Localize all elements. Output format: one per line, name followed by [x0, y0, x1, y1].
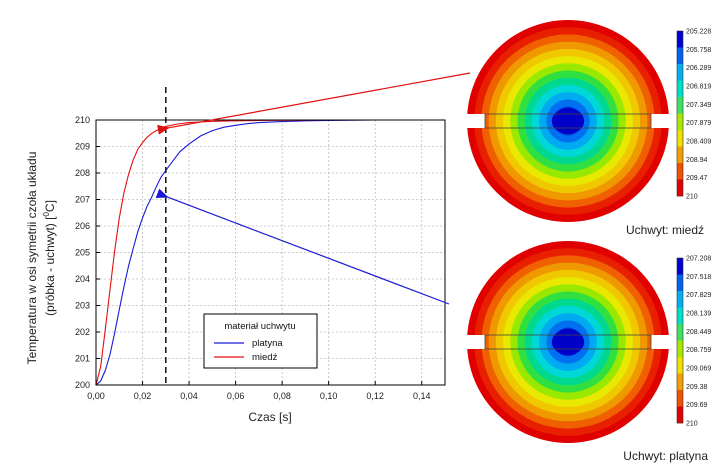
- x-tick-label: 0,08: [273, 391, 291, 401]
- legend-label-platyna: platyna: [252, 338, 283, 349]
- temperature-colormaps: 205.228 205.758 206.289 206.819 207.349 207.8…: [463, 20, 711, 463]
- colorbar-tick-label: 209.69: [686, 402, 708, 409]
- slot-right: [651, 335, 673, 349]
- sample-outline: [484, 334, 652, 350]
- colorbar-step: [677, 80, 683, 98]
- colorbar-step: [677, 31, 683, 48]
- colorbar-step: [677, 274, 683, 292]
- colorbar-tick-label: 206.819: [686, 84, 711, 91]
- colorbar-step: [677, 324, 683, 341]
- colorbar-tick-label: 207.829: [686, 292, 711, 299]
- series-layer: [96, 120, 445, 385]
- colorbar-step: [677, 406, 683, 424]
- colorbar-step: [677, 373, 683, 391]
- isotherm-core: [551, 107, 585, 135]
- colorbar-tick-label: 206.289: [686, 65, 711, 72]
- colorbar-frame: [676, 30, 684, 197]
- x-tick-label: 0,14: [413, 391, 431, 401]
- temperature-line-chart: 0,00 0,02 0,04 0,06 0,08 0,10 0,12 0,14 2002012…: [25, 87, 446, 424]
- x-axis-ticks: 0,00 0,02 0,04 0,06 0,08 0,10 0,12 0,14: [87, 381, 430, 401]
- y-tick-label: 207: [75, 195, 90, 205]
- colorbar-platyna: 207.208 207.518 207.829 208.139 208.449 208.7…: [676, 256, 711, 428]
- caption-miedz: Uchwyt: miedź: [626, 223, 704, 237]
- y-axis-ticks: 200 201 202 203 204 205 206 207 208 209 210: [75, 115, 100, 390]
- y-axis-label-line2-prefix: (próbka - uchwyt) [: [43, 216, 57, 316]
- colormap-platyna: [463, 241, 673, 443]
- arrow-miedz-pointer: [157, 72, 471, 135]
- colorbar-step: [677, 163, 683, 180]
- colorbar-tick-label: 205.758: [686, 47, 711, 54]
- colorbar-step: [677, 47, 683, 65]
- series-line-miedz: [96, 120, 329, 385]
- slot-left: [463, 335, 485, 349]
- colorbar-tick-label: 208.139: [686, 311, 711, 318]
- colorbar-tick-label: 210: [686, 194, 698, 201]
- y-tick-label: 208: [75, 168, 90, 178]
- x-tick-label: 0,02: [134, 391, 152, 401]
- slot-left: [463, 114, 485, 128]
- y-tick-label: 210: [75, 115, 90, 125]
- arrow-platyna-pointer: [155, 188, 450, 305]
- colorbar-miedz: 205.228 205.758 206.289 206.819 207.349 207.8…: [676, 29, 711, 201]
- y-tick-label: 205: [75, 248, 90, 258]
- colorbar-step: [677, 97, 683, 114]
- colorbar-step: [677, 130, 683, 147]
- colorbar-tick-label: 207.518: [686, 274, 711, 281]
- x-tick-label: 0,06: [227, 391, 245, 401]
- colorbar-tick-label: 208.759: [686, 347, 711, 354]
- x-tick-label: 0,10: [320, 391, 338, 401]
- y-axis-label-line1: Temperatura w osi symetrii czoła układu: [25, 152, 39, 365]
- series-line-platyna: [96, 120, 445, 385]
- y-tick-label: 209: [75, 142, 90, 152]
- y-tick-label: 202: [75, 327, 90, 337]
- colormap-miedz: [463, 20, 673, 222]
- y-axis-unit-superscript: 0: [42, 212, 51, 217]
- colorbar-tick-label: 207.879: [686, 120, 711, 127]
- colorbar-step: [677, 291, 683, 308]
- colorbar-step: [677, 64, 683, 81]
- slot-right: [651, 114, 673, 128]
- y-tick-label: 201: [75, 354, 90, 364]
- grid: [96, 120, 445, 385]
- colorbar-step: [677, 113, 683, 131]
- legend-title: materiał uchwytu: [224, 321, 295, 332]
- colorbar-tick-label: 209.47: [686, 175, 708, 182]
- legend: materiał uchwytu platyna miedź: [203, 313, 318, 369]
- x-tick-label: 0,12: [366, 391, 384, 401]
- colorbar-tick-label: 205.228: [686, 29, 711, 36]
- colorbar-step: [677, 307, 683, 325]
- colorbar-step: [677, 390, 683, 407]
- legend-label-miedz: miedź: [252, 352, 278, 363]
- colorbar-tick-label: 207.349: [686, 102, 711, 109]
- x-tick-label: 0,04: [180, 391, 198, 401]
- y-tick-label: 203: [75, 301, 90, 311]
- pointer-arrows: [155, 72, 471, 305]
- colorbar-tick-label: 209.38: [686, 384, 708, 391]
- colorbar-step: [677, 146, 683, 164]
- colorbar-step: [677, 258, 683, 275]
- colorbar-tick-label: 207.208: [686, 256, 711, 263]
- caption-platyna: Uchwyt: platyna: [623, 449, 708, 463]
- colorbar-tick-label: 210: [686, 421, 698, 428]
- colorbar-step: [677, 179, 683, 197]
- y-axis-label-line2: (próbka - uchwyt) [0C]: [42, 200, 57, 316]
- y-tick-label: 204: [75, 274, 90, 284]
- colorbar-step: [677, 357, 683, 374]
- colorbar-tick-label: 208.449: [686, 329, 711, 336]
- isotherm-core: [551, 328, 585, 356]
- x-tick-label: 0,00: [87, 391, 105, 401]
- colorbar-frame: [676, 257, 684, 424]
- y-tick-label: 200: [75, 380, 90, 390]
- colorbar-step: [677, 340, 683, 358]
- colorbar-tick-label: 208.409: [686, 139, 711, 146]
- colorbar-tick-label: 208.94: [686, 157, 708, 164]
- sample-outline: [484, 113, 652, 129]
- y-tick-label: 206: [75, 221, 90, 231]
- legend-box: [203, 313, 318, 369]
- y-axis-unit: C]: [43, 200, 57, 212]
- x-axis-label: Czas [s]: [248, 410, 291, 424]
- colorbar-tick-label: 209.069: [686, 366, 711, 373]
